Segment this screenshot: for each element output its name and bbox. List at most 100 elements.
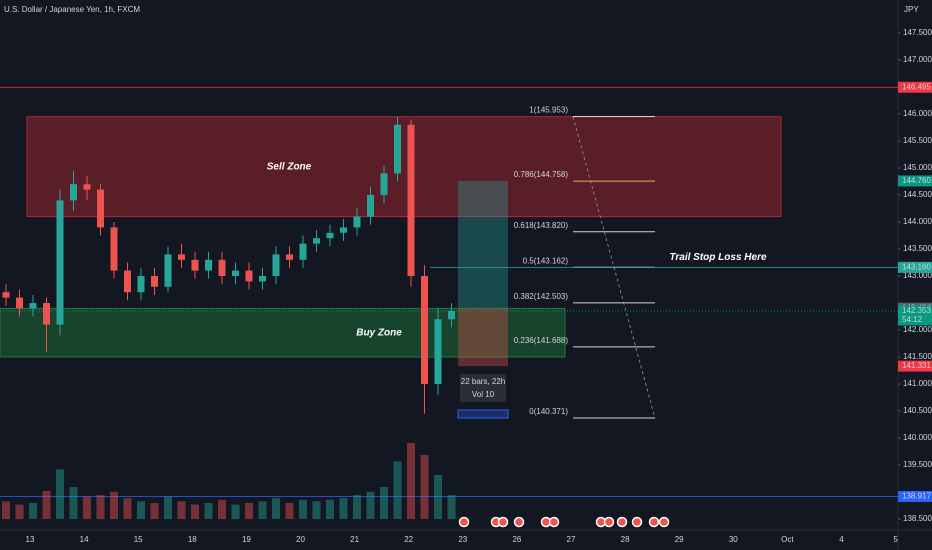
volume-bar (312, 501, 321, 519)
x-tick-label: 28 (621, 535, 630, 544)
volume-bar (218, 499, 226, 519)
y-tick-label: 139.500 (903, 460, 932, 469)
loss-box (458, 308, 508, 367)
volume-bar (110, 491, 118, 519)
zone-box (0, 307, 566, 358)
candle-body (97, 189, 104, 228)
fib-label: 0.618(143.820) (514, 221, 569, 230)
fib-label: 0(140.371) (529, 407, 568, 416)
y-tick-label: 146.000 (903, 109, 932, 118)
volume-bar (326, 499, 334, 519)
chart-title: U.S. Dollar / Japanese Yen, 1h, FXCM (4, 5, 140, 14)
candle-body (380, 173, 388, 195)
currency: JPY (904, 5, 919, 14)
price-tag (898, 490, 932, 502)
candle-body (232, 270, 239, 276)
candle-body (394, 124, 401, 174)
fib-label: 0.382(142.503) (514, 292, 569, 301)
y-tick-label: 142.000 (903, 325, 932, 334)
volume-bar (15, 504, 24, 519)
x-tick-label: 30 (729, 535, 738, 544)
candle-body (353, 216, 361, 228)
fib-label: 0.786(144.758) (514, 170, 569, 179)
candle-body (245, 270, 253, 282)
candle-body (421, 276, 428, 384)
x-tick-label: 26 (512, 535, 521, 544)
candle-body (178, 254, 185, 260)
candle-body (205, 259, 212, 271)
x-tick-label: 20 (296, 535, 305, 544)
candle-body (191, 259, 199, 271)
volume-bar (83, 496, 91, 519)
candle-body (340, 227, 347, 233)
candle-body (56, 200, 64, 325)
candle-body (407, 124, 415, 276)
event-icon (548, 516, 560, 528)
price-tag (898, 81, 932, 93)
event-icon (458, 516, 470, 528)
y-tick-label: 140.000 (903, 433, 932, 442)
price-tag (898, 261, 932, 273)
volume-bar (380, 487, 388, 519)
plot: 147.500 147.000 146.000 145.500 145.000 144.5… (0, 28, 932, 544)
x-tick-label: 27 (567, 535, 576, 544)
y-tick-label: 147.500 (903, 28, 932, 37)
candle-body (326, 232, 334, 239)
price-tag-label: 144.760 (902, 176, 931, 185)
candle-body (164, 254, 172, 287)
candle-body (218, 259, 226, 276)
candle-body (151, 276, 158, 287)
volume-bar (245, 503, 253, 519)
fib-label: 1(145.953) (529, 106, 568, 115)
volume-bar (285, 503, 294, 519)
volume-bar (177, 501, 186, 519)
x-tick-label: 29 (675, 535, 684, 544)
candle-body (313, 238, 320, 244)
candle-body (367, 195, 374, 217)
position-bars: 22 bars, 22h (461, 377, 505, 386)
price-tag-label: 143.160 (902, 262, 931, 271)
volume-bar (393, 461, 402, 519)
price-tag-label: 146.495 (902, 82, 931, 91)
event-icon (648, 516, 660, 528)
x-tick-label: 4 (839, 535, 844, 544)
event-icon (497, 516, 509, 528)
candle-body (43, 303, 50, 325)
y-tick-label: 141.000 (903, 379, 932, 388)
price-tag (898, 360, 932, 372)
x-tick-label: 18 (188, 535, 197, 544)
fib-label: 0.5(143.162) (523, 256, 569, 265)
candle-body (70, 184, 77, 201)
y-tick-label: 138.500 (903, 514, 932, 523)
event-icon (658, 516, 670, 528)
event-icon (513, 516, 525, 528)
candle-body (272, 254, 280, 276)
x-tick-label: 15 (134, 535, 143, 544)
volume-bar (447, 495, 456, 519)
price-tag-label: 141.331 (902, 361, 931, 370)
volume-bar (69, 487, 78, 519)
price-tag (898, 305, 932, 326)
event-icon (631, 516, 643, 528)
event-icon (603, 516, 615, 528)
volume-bar (123, 498, 132, 519)
event-icons (458, 516, 670, 528)
candle-body (259, 276, 266, 282)
zone-box (26, 116, 782, 218)
candle-body (137, 276, 145, 293)
y-tick-label: 144.000 (903, 217, 932, 226)
volume-bar (2, 501, 10, 519)
y-tick-label: 143.000 (903, 271, 932, 280)
candle-body (299, 243, 307, 260)
volume-bar (407, 443, 415, 519)
price-tag-label: 142.353 (902, 306, 931, 315)
x-tick-label: Oct (781, 535, 794, 544)
volume-bar (164, 496, 172, 519)
price-tag-label: 138.917 (902, 492, 931, 501)
y-tick-label: 143.500 (903, 244, 932, 253)
y-tick-label: 145.000 (903, 163, 932, 172)
x-tick-label: 5 (893, 535, 898, 544)
candle-body (29, 303, 37, 309)
